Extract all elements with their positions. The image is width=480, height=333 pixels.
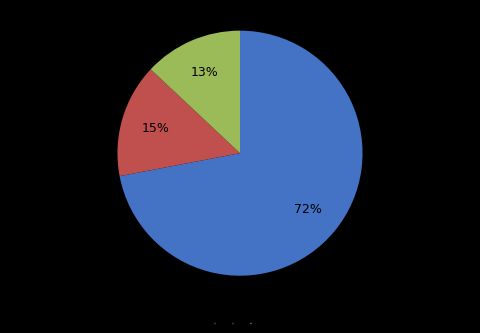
Wedge shape (118, 69, 240, 176)
Text: 72%: 72% (294, 203, 322, 216)
Wedge shape (120, 31, 362, 276)
Wedge shape (151, 31, 240, 153)
Text: 15%: 15% (141, 122, 169, 135)
Legend: Wages & Salaries, Employee Benefits, Operating Expenses: Wages & Salaries, Employee Benefits, Ope… (214, 322, 266, 324)
Text: 13%: 13% (191, 66, 219, 79)
